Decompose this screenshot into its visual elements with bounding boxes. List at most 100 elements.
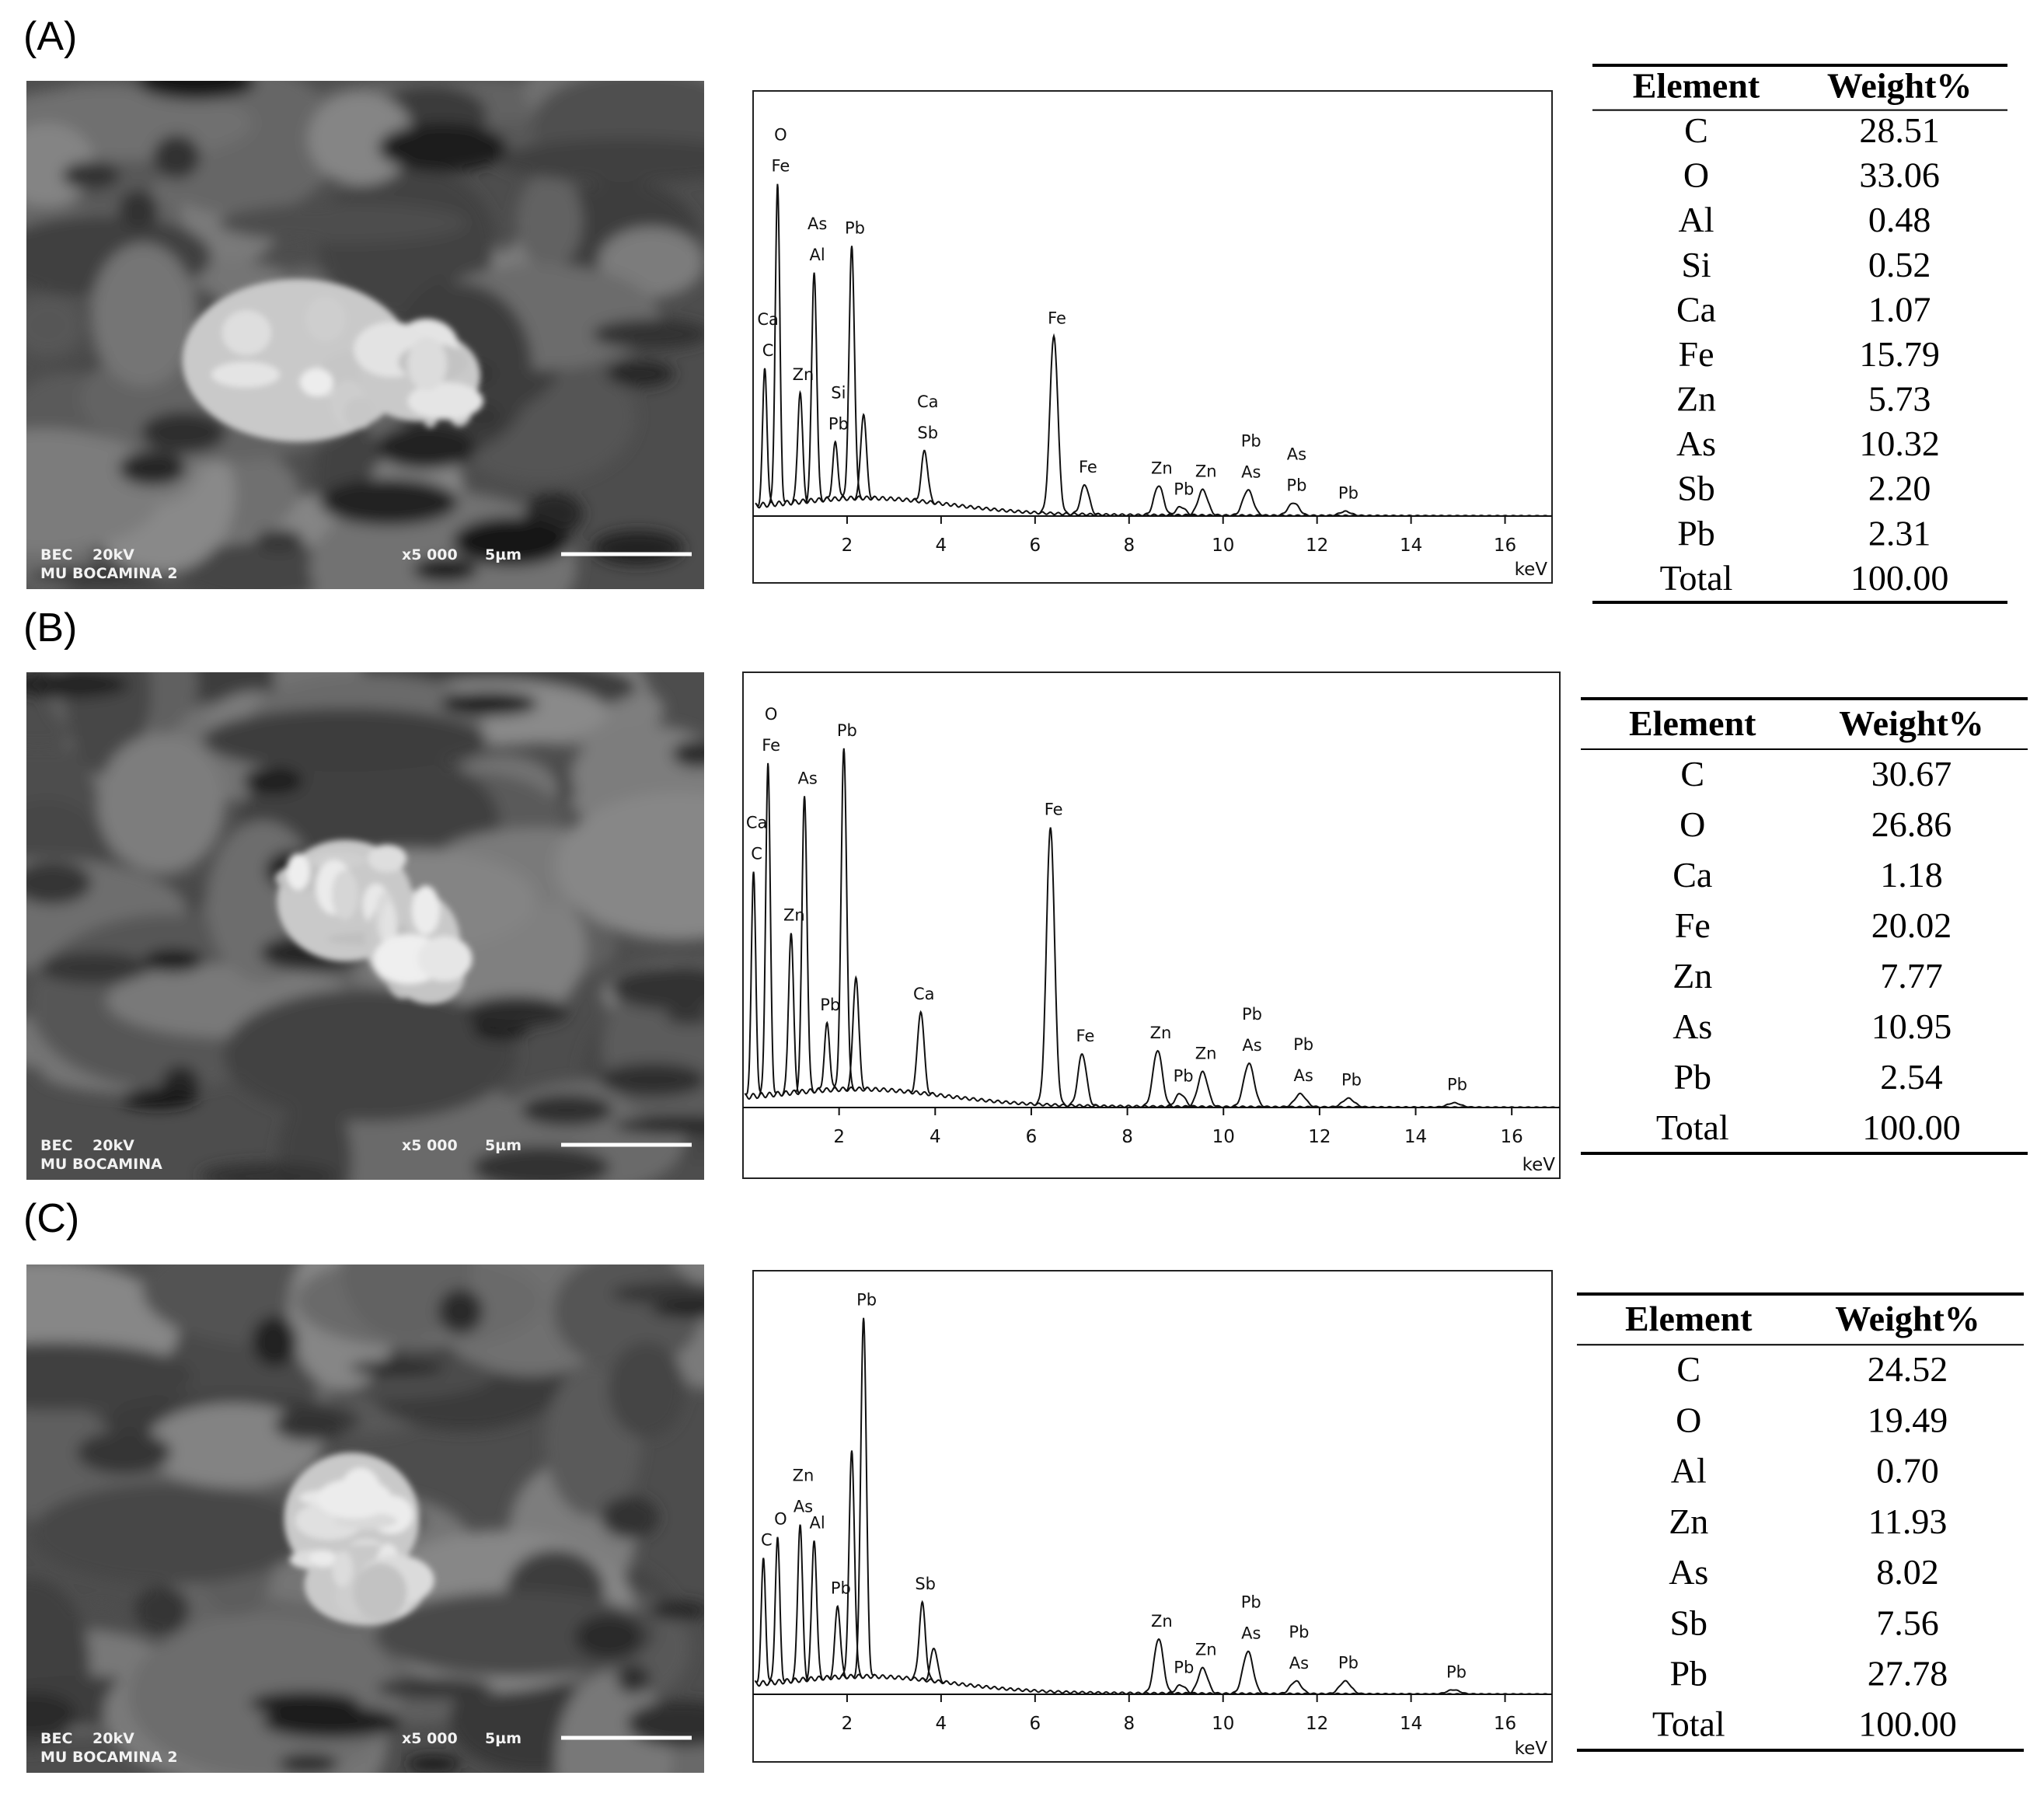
particle-detail (221, 310, 271, 356)
x-tick-label: 12 (1306, 1714, 1328, 1734)
peak-label: Ca (917, 392, 939, 411)
sem-shadow (665, 1007, 704, 1025)
spectrum-peak (744, 871, 763, 1095)
table-cell: 19.49 (1868, 1400, 1948, 1439)
table-header: Weight% (1835, 1299, 1980, 1338)
sem-shadow (574, 1614, 644, 1660)
table-cell: Zn (1669, 1502, 1708, 1541)
x-tick-label: 14 (1400, 535, 1422, 556)
table-cell: 100.00 (1850, 558, 1949, 598)
sem-detector: BEC (40, 546, 72, 563)
sem-shadow (120, 1088, 197, 1109)
spectrum-peak (781, 933, 802, 1097)
peak-label: Pb (1174, 480, 1194, 499)
table-cell: 33.06 (1859, 155, 1940, 195)
table-cell: Sb (1677, 469, 1715, 508)
x-tick-label: 4 (930, 1127, 941, 1147)
spectrum-peak (767, 183, 787, 506)
table-cell: As (1673, 1006, 1712, 1046)
table-cell: As (1676, 424, 1716, 463)
spectrum-peak (804, 272, 825, 503)
spectrum-peak (840, 246, 863, 501)
panel-label: (A) (23, 14, 77, 59)
table-cell: Total (1652, 1704, 1725, 1744)
table-cell: 1.07 (1868, 289, 1931, 329)
table-cell: 100.00 (1862, 1108, 1961, 1147)
sem-shadow (626, 1700, 704, 1747)
peak-label: C (762, 341, 774, 360)
sem-shadow (39, 951, 148, 984)
peak-label: Sb (915, 1575, 936, 1593)
sem-image (26, 1265, 704, 1773)
particle-detail (344, 397, 375, 429)
x-tick-label: 14 (1404, 1127, 1427, 1147)
peak-label: As (1289, 1654, 1309, 1673)
table-cell: Zn (1676, 379, 1716, 419)
peak-label: C (761, 1531, 773, 1550)
table-cell: As (1669, 1552, 1708, 1592)
peak-label: Pb (1293, 1035, 1313, 1054)
table-cell: Total (1660, 558, 1733, 598)
x-tick-label: 14 (1400, 1714, 1422, 1734)
sem-shadow (274, 1409, 344, 1441)
spectrum-peak (1034, 827, 1067, 1108)
table-cell: Ca (1676, 289, 1716, 329)
x-tick-label: 8 (1121, 1127, 1133, 1147)
spectrum-peak (758, 762, 778, 1097)
sem-grain (608, 1342, 685, 1438)
table-cell: 10.95 (1871, 1006, 1952, 1046)
sem-shadow (616, 1664, 651, 1694)
sem-texture (26, 1265, 704, 1773)
x-tick-label: 10 (1212, 1127, 1235, 1147)
peak-label: As (1241, 1624, 1261, 1643)
sem-shadow (119, 451, 187, 486)
sem-grain (340, 1265, 473, 1341)
peak-label: Zn (1150, 1024, 1172, 1042)
table-cell: Al (1679, 200, 1714, 239)
peak-label: Fe (1048, 309, 1066, 327)
sem-sample: MU BOCAMINA 2 (40, 565, 178, 582)
sem-particle (274, 839, 473, 1004)
x-tick-label: 12 (1308, 1127, 1331, 1147)
sem-shadow (376, 1677, 494, 1699)
particle-detail (412, 885, 440, 935)
sem-shadow (611, 1282, 704, 1305)
panel-label: (B) (23, 605, 77, 651)
x-axis-label: keV (1515, 560, 1548, 580)
spectrum-peak (911, 449, 938, 505)
sem-shadow (671, 740, 704, 768)
peak-label: O (774, 126, 787, 145)
sem-grain (223, 988, 518, 1121)
spectrum-continuum (755, 1673, 1552, 1696)
spectrum-peak (1227, 489, 1269, 517)
spectrum-peak (832, 748, 856, 1092)
sem-grain (218, 202, 467, 243)
table-cell: 5.73 (1868, 379, 1931, 419)
sem-scale: 5µm (485, 546, 521, 563)
peak-label: As (1293, 1066, 1313, 1085)
sem-shadow (278, 1753, 339, 1773)
x-tick-label: 4 (936, 535, 947, 556)
table-cell: O (1679, 804, 1705, 844)
peak-label: Zn (1195, 1641, 1217, 1659)
spectrum-peak (1160, 1093, 1200, 1109)
table-cell: Total (1656, 1108, 1729, 1147)
table-cell: O (1676, 1400, 1701, 1439)
particle-detail (407, 382, 483, 420)
spectrum-peak (1162, 505, 1200, 518)
table-header: Weight% (1827, 65, 1972, 105)
peak-label: Fe (762, 736, 780, 755)
x-tick-label: 2 (842, 1714, 853, 1734)
sem-shadow (614, 1116, 704, 1135)
x-tick-label: 16 (1494, 1714, 1516, 1734)
sem-detector: BEC (40, 1137, 72, 1154)
sem-magnification: x5 000 (402, 1137, 458, 1154)
x-axis-label: keV (1523, 1155, 1556, 1175)
table-cell: 2.54 (1880, 1057, 1943, 1097)
peak-label: Fe (1076, 1027, 1095, 1045)
sem-grain (179, 540, 343, 589)
spectrum-continuum (755, 495, 1552, 518)
spectrum-peak (804, 1540, 825, 1682)
sem-voltage: 20kV (92, 1730, 134, 1747)
